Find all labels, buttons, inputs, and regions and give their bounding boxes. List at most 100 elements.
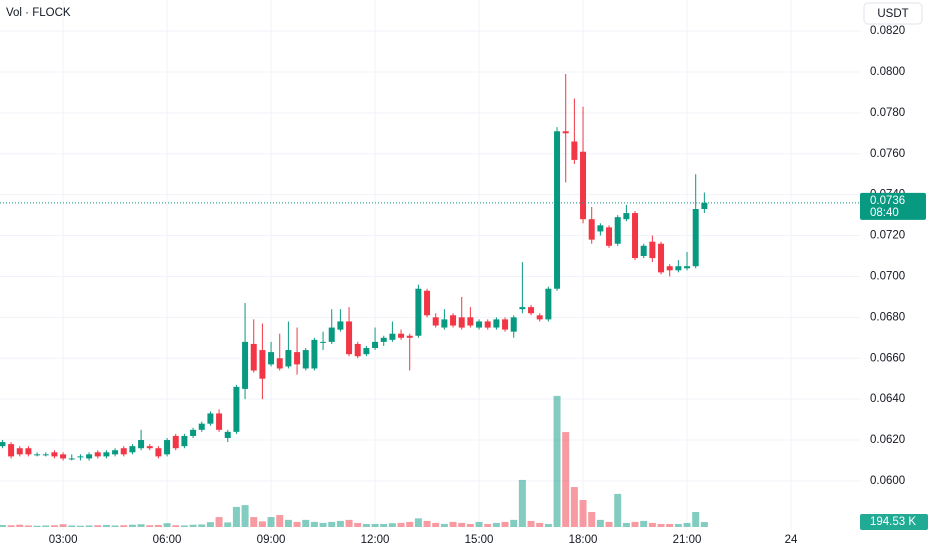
candle-body <box>597 225 604 232</box>
volume-bar <box>180 525 188 527</box>
grid <box>0 0 860 530</box>
volume-bar <box>146 525 154 527</box>
y-tick-label: 0.0680 <box>870 311 905 323</box>
volume-bar <box>423 520 431 527</box>
volume-bar <box>631 521 639 527</box>
volume-bar <box>562 432 570 527</box>
volume-bar <box>33 525 41 527</box>
candle-body <box>640 245 647 257</box>
x-tick-label: 15:00 <box>465 534 494 546</box>
volume-bar <box>536 522 544 527</box>
candle-body <box>294 352 301 365</box>
volume-bar <box>553 395 561 527</box>
candle-body <box>354 343 361 357</box>
volume-bar <box>189 524 197 527</box>
candle-body <box>493 319 500 328</box>
y-tick-label: 0.0760 <box>870 148 905 160</box>
candle-body <box>632 213 639 259</box>
volume-bar <box>345 519 353 527</box>
candle-body <box>86 454 93 459</box>
candle-body <box>233 386 240 432</box>
candle-body <box>346 321 353 355</box>
volume-bar <box>7 525 15 527</box>
volume-bar <box>258 521 266 527</box>
volume-bar <box>440 523 448 527</box>
candle-body <box>666 266 673 271</box>
volume-bar <box>198 524 206 527</box>
candle-body <box>398 333 405 338</box>
volume-bar <box>24 525 32 527</box>
volume-bar <box>154 524 162 527</box>
candle-body <box>432 317 439 326</box>
volume-bar <box>120 525 128 527</box>
volume-bar <box>388 523 396 527</box>
volume-bar <box>666 523 674 527</box>
candle-body <box>588 219 595 240</box>
candle-body <box>363 348 370 355</box>
candle-body <box>450 315 457 326</box>
y-tick-label: 0.0800 <box>870 66 905 78</box>
candle-body <box>285 350 292 367</box>
candle-body <box>372 341 379 349</box>
candle-body <box>484 321 491 328</box>
candle-body <box>562 131 569 134</box>
candle-body <box>138 440 145 449</box>
volume-bar <box>683 522 691 527</box>
volume-bar <box>596 519 604 527</box>
volume-bar <box>85 525 93 527</box>
volume-bar <box>475 521 483 527</box>
candle-body <box>415 288 422 336</box>
volume-bar <box>371 523 379 527</box>
x-tick-label: 21:00 <box>673 534 702 546</box>
volume-bar <box>362 523 370 527</box>
volume-bar <box>284 519 292 527</box>
candle-body <box>68 458 75 460</box>
volume-bar <box>111 525 119 527</box>
candle-body <box>675 266 682 271</box>
volume-bar <box>128 524 136 527</box>
candle-body <box>172 435 179 449</box>
currency-label[interactable]: USDT <box>877 8 908 20</box>
volume-bar <box>224 522 232 527</box>
volume-bar <box>276 515 284 527</box>
candle-body <box>580 151 587 220</box>
volume-bar <box>640 520 648 527</box>
candle-body <box>94 452 101 457</box>
candle-body <box>112 450 119 455</box>
volume-bar <box>59 524 67 527</box>
volume-bar <box>570 487 578 527</box>
x-tick-label: 12:00 <box>361 534 390 546</box>
candle-body <box>606 227 613 246</box>
currency-box[interactable] <box>863 2 923 25</box>
candle-body <box>458 317 465 328</box>
candle-body <box>164 440 171 455</box>
volume-bar <box>328 521 336 527</box>
volume-label: 194.53 K <box>870 516 916 528</box>
volume-bar <box>700 522 708 527</box>
volume-bar <box>466 523 474 527</box>
candle-body <box>701 202 708 209</box>
volume-bar <box>501 521 509 527</box>
last-price-label: 0.0736 <box>870 195 905 207</box>
candle-body <box>380 337 387 342</box>
candle-body <box>242 341 249 389</box>
y-tick-label: 0.0780 <box>870 107 905 119</box>
volume-bar <box>579 500 587 527</box>
candle-body <box>77 456 84 458</box>
volume-bar <box>544 523 552 527</box>
volume-bar <box>102 524 110 527</box>
volume-bar <box>0 524 6 527</box>
candle-body <box>181 435 188 447</box>
volume-bar <box>206 522 214 527</box>
volume-bar <box>605 521 613 527</box>
candle-body <box>389 333 396 340</box>
volume-bar <box>510 519 518 527</box>
candle-body <box>476 321 483 328</box>
volume-bar <box>449 521 457 527</box>
candle-body <box>536 315 543 320</box>
x-tick-label: 03:00 <box>49 534 78 546</box>
x-tick-label: 18:00 <box>569 534 598 546</box>
candle-body <box>146 446 153 449</box>
candle-body <box>120 448 127 455</box>
candle-body <box>216 413 223 430</box>
